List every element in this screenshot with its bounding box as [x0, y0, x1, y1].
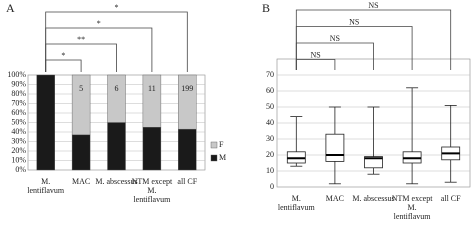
x-tick-label: M. lentiflavum: [277, 194, 315, 212]
significance-label: NS: [330, 34, 340, 43]
count-label: 6: [115, 84, 119, 93]
y-tick-label: 40: [266, 118, 274, 127]
significance-label: *: [97, 19, 101, 28]
x-tick-label: all CF: [177, 177, 198, 186]
y-tick-label: 0%: [15, 165, 26, 174]
panel-label: B: [262, 1, 270, 15]
y-tick-label: 20%: [11, 146, 26, 155]
bar-segment: [71, 74, 91, 136]
significance-label: *: [61, 51, 65, 60]
bar-segment: [36, 74, 55, 171]
significance-label: NS: [310, 50, 320, 59]
x-tick-label: M. lentiflavum: [27, 177, 65, 195]
y-tick-label: 60: [266, 86, 274, 95]
legend-swatch: [210, 154, 218, 162]
x-tick-label: NTM except M. lentiflavum: [131, 177, 173, 204]
bar-segment: [142, 74, 162, 128]
y-tick-label: 50: [266, 102, 274, 111]
count-label: 11: [148, 84, 156, 93]
x-tick-label: M. abscessus: [352, 194, 395, 203]
y-tick-label: 60%: [11, 108, 26, 117]
significance-bracket: [45, 59, 82, 72]
bar-segment: [107, 74, 126, 123]
y-tick-label: 50%: [11, 117, 26, 126]
count-label: 5: [79, 84, 83, 93]
significance-label: *: [115, 3, 119, 12]
figure: A B 0% 10% 20% 30% 40% 50% 60% 70% 80% 90% 100% 5 6 1…: [6, 1, 471, 221]
significance-bracket: [295, 26, 413, 70]
y-tick-label: 70: [266, 70, 274, 79]
significance-bracket: [45, 43, 117, 72]
x-tick-label: MAC: [325, 194, 344, 203]
y-tick-label: 10%: [11, 155, 26, 164]
significance-bracket: [295, 59, 336, 70]
box: [325, 133, 345, 162]
legend-label: M: [219, 153, 226, 162]
x-tick-label: MAC: [71, 177, 91, 186]
y-tick-label: 90%: [11, 79, 26, 88]
y-tick-label: 20: [266, 150, 274, 159]
y-tick-label: 30%: [11, 136, 26, 145]
x-tick-label: NTM except M. lentiflavum: [391, 194, 433, 221]
bar-segment: [71, 134, 91, 171]
y-tick-label: 70%: [11, 98, 26, 107]
x-tick-label: all CF: [440, 194, 461, 203]
panel-label: A: [6, 1, 15, 15]
y-tick-label: 80%: [11, 89, 26, 98]
significance-label: **: [77, 35, 85, 44]
box: [364, 156, 383, 169]
legend-label: F: [219, 140, 224, 149]
bar-segment: [107, 122, 126, 171]
bar-segment: [178, 128, 197, 171]
significance-label: NS: [368, 1, 378, 10]
significance-label: NS: [349, 17, 359, 26]
y-tick-label: 40%: [11, 127, 26, 136]
y-tick-label: 100%: [7, 70, 26, 79]
chart: A B 0%10%20%30%40%50%60%70%80%90%100% 5 6 1…: [6, 1, 471, 191]
y-tick-label: 10: [266, 166, 274, 175]
bar-segment: [142, 127, 162, 171]
bar-segment: [178, 74, 197, 130]
y-tick-label: 0: [270, 182, 274, 191]
count-label: 199: [181, 84, 193, 93]
y-tick-label: 30: [266, 134, 274, 143]
x-tick-label: M. abscessus: [95, 177, 138, 186]
legend-swatch: [210, 141, 218, 149]
significance-bracket: [295, 42, 374, 70]
